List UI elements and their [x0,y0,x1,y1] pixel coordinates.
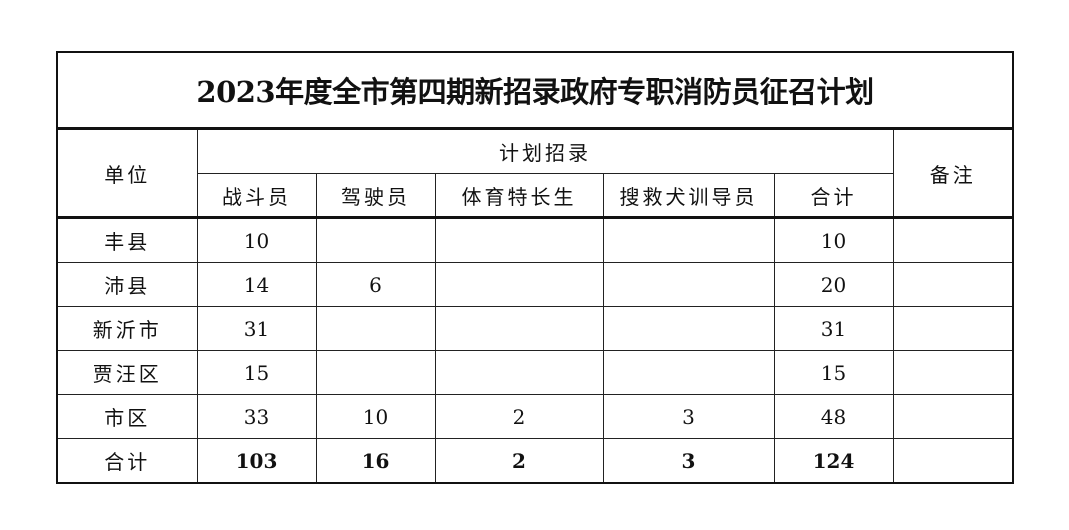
value-cell: 10 [315,394,436,439]
header-column: 战斗员 [196,173,317,219]
remark-cell [892,394,1014,439]
value-cell: 124 [773,438,894,484]
unit-cell: 新沂市 [56,306,198,351]
header-column: 搜救犬训导员 [602,173,775,219]
value-cell [315,217,436,263]
value-cell [434,350,604,395]
table-row: 丰县 10 10 [56,217,1014,263]
value-cell [602,262,775,307]
value-cell: 10 [773,217,894,263]
value-cell: 3 [602,438,775,484]
unit-cell: 市区 [56,394,198,439]
remark-cell [892,262,1014,307]
value-cell [602,217,775,263]
value-cell: 14 [196,262,317,307]
value-cell: 2 [434,394,604,439]
value-cell [602,350,775,395]
remark-cell [892,438,1014,484]
remark-cell [892,350,1014,395]
recruitment-plan-table: 2023年度全市第四期新招录政府专职消防员征召计划 单位 计划招录 备注 战斗员… [56,51,1014,484]
value-cell: 31 [773,306,894,351]
value-cell [315,350,436,395]
value-cell: 20 [773,262,894,307]
remark-cell [892,306,1014,351]
table-row: 沛县 14 6 20 [56,262,1014,307]
unit-cell: 合计 [56,438,198,484]
table-row: 贾汪区 15 15 [56,350,1014,395]
unit-cell: 贾汪区 [56,350,198,395]
unit-cell: 丰县 [56,217,198,263]
unit-cell: 沛县 [56,262,198,307]
header-column: 合计 [773,173,894,219]
value-cell [434,217,604,263]
value-cell [434,306,604,351]
value-cell: 31 [196,306,317,351]
value-cell: 15 [196,350,317,395]
value-cell: 103 [196,438,317,484]
value-cell [315,306,436,351]
header-column: 体育特长生 [434,173,604,219]
remark-cell [892,217,1014,263]
table-row: 合计 103 16 2 3 124 [56,438,1014,484]
value-cell [434,262,604,307]
value-cell: 2 [434,438,604,484]
table-row: 市区 33 10 2 3 48 [56,394,1014,439]
table-row: 新沂市 31 31 [56,306,1014,351]
value-cell: 33 [196,394,317,439]
header-unit: 单位 [56,128,198,219]
value-cell: 16 [315,438,436,484]
value-cell: 6 [315,262,436,307]
value-cell: 3 [602,394,775,439]
value-cell: 48 [773,394,894,439]
header-remark: 备注 [892,128,1014,219]
value-cell: 10 [196,217,317,263]
value-cell: 15 [773,350,894,395]
value-cell [602,306,775,351]
table-title: 2023年度全市第四期新招录政府专职消防员征召计划 [56,51,1014,130]
header-column: 驾驶员 [315,173,436,219]
header-plan: 计划招录 [196,128,894,174]
